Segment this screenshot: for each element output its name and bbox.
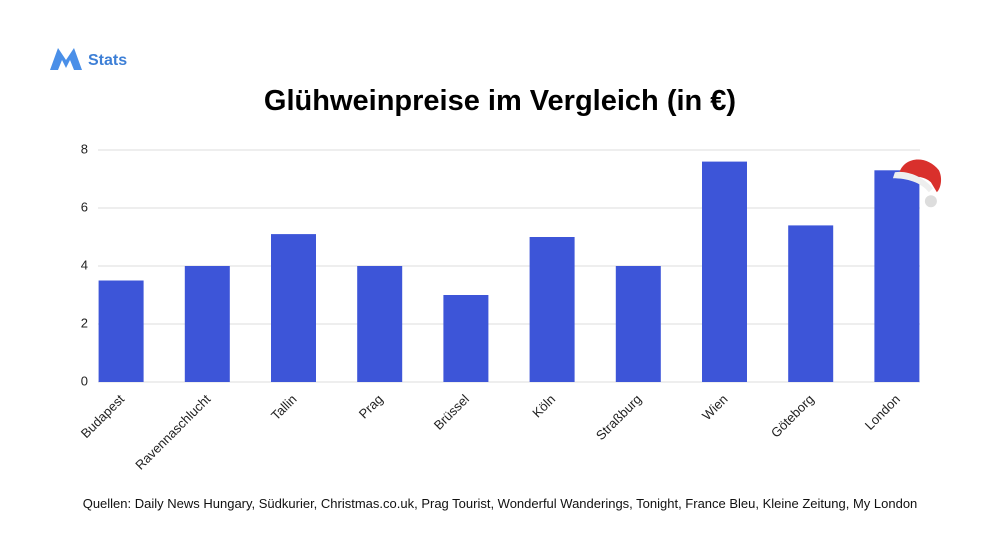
x-tick-label: Brüssel — [431, 391, 472, 432]
y-tick-label: 8 — [81, 141, 88, 156]
y-tick-label: 6 — [81, 199, 88, 214]
bar — [702, 161, 747, 382]
bar — [184, 266, 230, 382]
bar — [443, 295, 489, 382]
chart-title: Glühweinpreise im Vergleich (in €) — [264, 85, 736, 117]
logo: Stats — [50, 48, 127, 70]
source: Quellen: Daily News Hungary, Südkurier, … — [83, 496, 918, 511]
y-tick-label: 0 — [81, 373, 88, 388]
x-tick-label: Ravennaschlucht — [132, 391, 213, 472]
santa-hat — [892, 159, 942, 208]
hat-body — [898, 159, 942, 193]
x-tick-label: Köln — [529, 392, 558, 421]
y-tick-label: 4 — [81, 257, 88, 272]
bar — [271, 234, 316, 382]
bar — [615, 266, 661, 382]
y-tick-label: 2 — [81, 315, 88, 330]
hat-brim — [892, 171, 933, 193]
x-tick-label: Tallin — [268, 392, 300, 424]
bar — [98, 280, 144, 382]
x-tick-label: Wien — [699, 392, 731, 424]
bar — [788, 225, 834, 382]
bar — [874, 170, 920, 382]
x-tick-label: Göteborg — [768, 392, 817, 441]
bar — [357, 266, 403, 382]
brand: Stats — [88, 52, 127, 69]
x-tick-label: Prag — [356, 392, 386, 422]
x-tick-label: London — [862, 392, 903, 433]
hat-pompom — [924, 195, 937, 208]
x-tick-label: Budapest — [78, 391, 128, 441]
logo-icon — [50, 48, 82, 70]
bar — [529, 237, 575, 382]
x-tick-label: Straßburg — [593, 392, 644, 443]
